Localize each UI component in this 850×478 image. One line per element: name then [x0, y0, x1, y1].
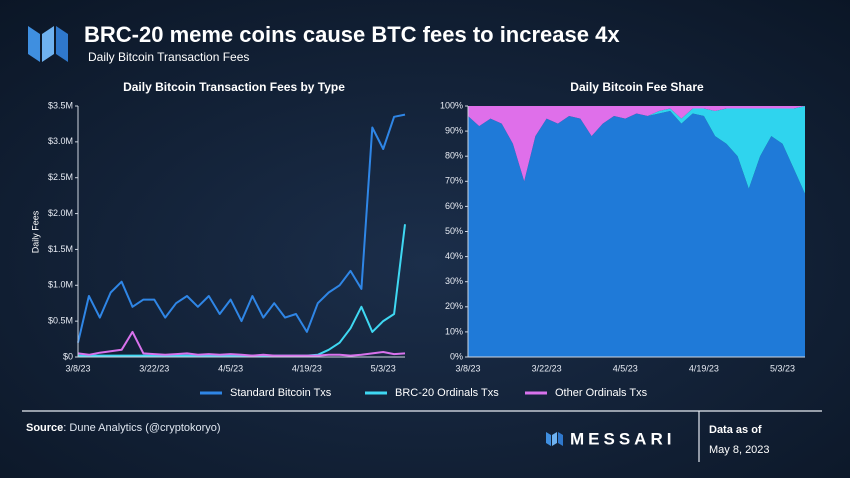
y-tick-label: 70%	[445, 176, 463, 186]
x-tick-label: 5/3/23	[770, 363, 795, 373]
x-tick-label: 4/5/23	[613, 363, 638, 373]
x-tick-label: 4/19/23	[292, 363, 322, 373]
y-tick-label: $1.0M	[48, 280, 73, 290]
x-tick-label: 5/3/23	[371, 363, 396, 373]
subtitle: Daily Bitcoin Transaction Fees	[88, 50, 249, 64]
x-tick-label: 3/8/23	[455, 363, 480, 373]
y-tick-label: $3.0M	[48, 136, 73, 146]
date: May 8, 2023	[709, 444, 770, 456]
chart-title: Daily Bitcoin Transaction Fees by Type	[123, 80, 345, 94]
source-label: Source	[26, 422, 63, 434]
y-tick-label: 60%	[445, 201, 463, 211]
series-area	[468, 106, 805, 182]
y-tick-label: $0.5M	[48, 316, 73, 326]
y-tick-label: $2.0M	[48, 208, 73, 218]
source: Source: Dune Analytics (@cryptokoryo)	[26, 422, 221, 434]
series-line	[77, 330, 406, 357]
x-tick-label: 3/8/23	[65, 363, 90, 373]
y-tick-label: $0	[63, 351, 73, 361]
x-tick-label: 4/19/23	[689, 363, 719, 373]
title: BRC-20 meme coins cause BTC fees to incr…	[84, 22, 620, 47]
y-tick-label: 50%	[445, 226, 463, 236]
legend-label: Standard Bitcoin Txs	[230, 387, 332, 399]
legend: Standard Bitcoin Txs BRC-20 Ordinals Txs O…	[200, 387, 648, 399]
series-area	[468, 111, 805, 357]
y-tick-label: $1.5M	[48, 244, 73, 254]
brand-logo	[546, 432, 563, 446]
y-tick-label: 40%	[445, 251, 463, 261]
legend-label: BRC-20 Ordinals Txs	[395, 387, 499, 399]
x-tick-label: 4/5/23	[218, 363, 243, 373]
y-tick-label: 90%	[445, 125, 463, 135]
series-area	[468, 106, 805, 194]
brand: MESSARI	[570, 429, 675, 448]
source-text: : Dune Analytics (@cryptokoryo)	[63, 422, 220, 434]
y-tick-label: 80%	[445, 151, 463, 161]
y-tick-label: $3.5M	[48, 100, 73, 110]
logo	[28, 26, 68, 62]
legend-label: Other Ordinals Txs	[555, 387, 648, 399]
y-tick-label: $2.5M	[48, 172, 73, 182]
y-axis-label: Daily Fees	[30, 210, 40, 253]
y-tick-label: 20%	[445, 301, 463, 311]
x-tick-label: 3/22/23	[532, 363, 562, 373]
y-tick-label: 0%	[450, 351, 463, 361]
y-tick-label: 30%	[445, 276, 463, 286]
series-line	[77, 113, 406, 343]
chart-title: Daily Bitcoin Fee Share	[570, 80, 704, 94]
x-tick-label: 3/22/23	[139, 363, 169, 373]
data-as-of: Data as of	[709, 424, 762, 436]
y-tick-label: 10%	[445, 326, 463, 336]
y-tick-label: 100%	[440, 100, 463, 110]
